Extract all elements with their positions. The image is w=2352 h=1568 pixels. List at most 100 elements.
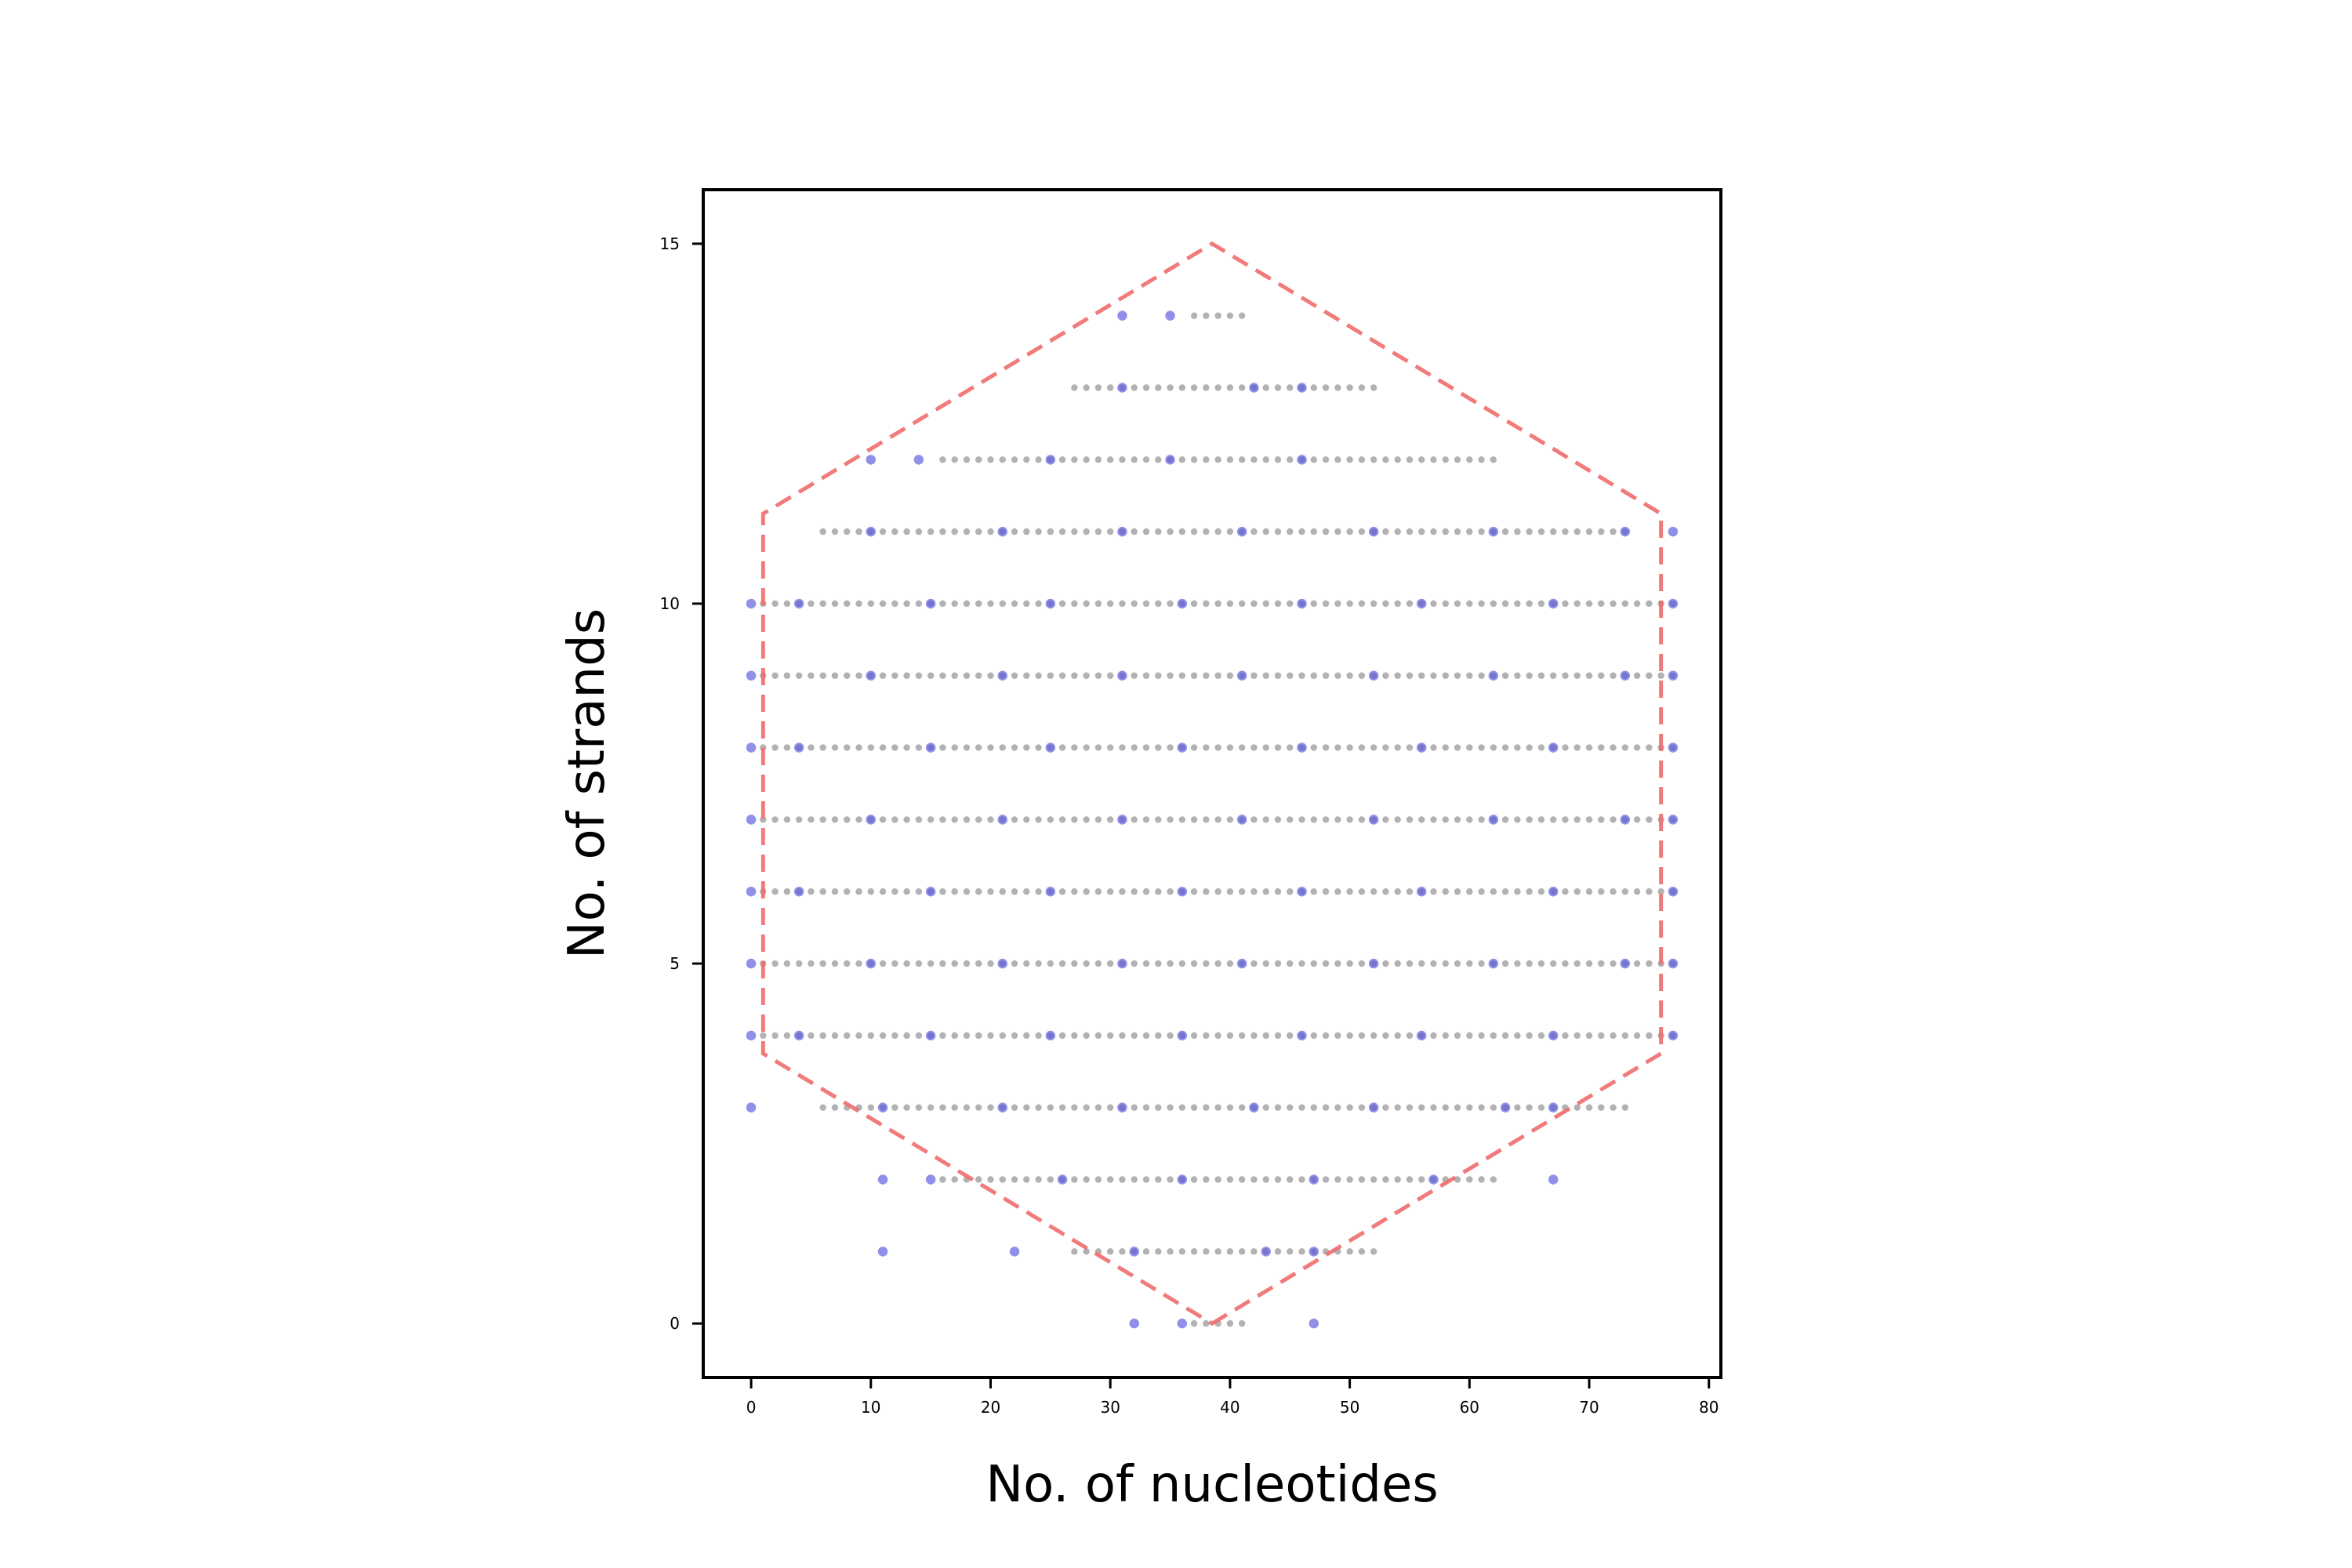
base-point bbox=[879, 1032, 887, 1040]
base-point bbox=[1107, 528, 1114, 535]
base-point bbox=[1107, 456, 1114, 463]
plot-frame bbox=[702, 188, 1722, 1379]
base-point bbox=[1083, 1032, 1090, 1040]
base-point bbox=[844, 744, 851, 751]
base-point bbox=[1322, 600, 1330, 608]
base-point bbox=[1083, 384, 1090, 391]
base-point bbox=[1478, 744, 1485, 751]
crossover-point bbox=[1236, 813, 1248, 826]
base-point bbox=[1610, 1032, 1617, 1040]
crossover-point bbox=[1236, 525, 1248, 538]
base-point bbox=[1178, 816, 1186, 823]
base-point bbox=[1071, 960, 1078, 967]
base-point bbox=[1214, 528, 1221, 535]
base-point bbox=[1537, 1032, 1545, 1040]
base-point bbox=[879, 816, 887, 823]
base-point bbox=[1203, 960, 1210, 967]
base-point bbox=[771, 888, 779, 895]
base-point bbox=[963, 528, 971, 535]
base-point bbox=[1035, 888, 1042, 895]
base-point bbox=[951, 672, 958, 679]
base-point bbox=[1071, 1248, 1078, 1255]
base-point bbox=[1298, 1104, 1305, 1111]
base-point bbox=[1466, 600, 1473, 608]
base-point bbox=[1585, 888, 1593, 895]
base-point bbox=[1035, 1176, 1042, 1183]
base-point bbox=[1621, 1104, 1629, 1111]
base-point bbox=[1262, 744, 1269, 751]
base-point bbox=[1262, 816, 1269, 823]
base-point bbox=[1023, 672, 1030, 679]
base-point bbox=[783, 960, 791, 967]
base-point bbox=[1083, 1176, 1090, 1183]
crossover-point bbox=[1295, 597, 1308, 610]
base-point bbox=[951, 744, 958, 751]
crossover-point bbox=[924, 1029, 937, 1042]
base-point bbox=[1226, 960, 1234, 967]
base-point bbox=[831, 888, 839, 895]
base-point bbox=[1203, 600, 1210, 608]
base-point bbox=[1071, 744, 1078, 751]
base-point bbox=[1334, 960, 1341, 967]
base-point bbox=[999, 1176, 1006, 1183]
crossover-point bbox=[1667, 525, 1679, 538]
base-point bbox=[903, 888, 910, 895]
base-point bbox=[1573, 672, 1581, 679]
base-point bbox=[1167, 1032, 1174, 1040]
base-point bbox=[1214, 672, 1221, 679]
base-point bbox=[975, 672, 982, 679]
base-point bbox=[1035, 528, 1042, 535]
crossover-point bbox=[1667, 670, 1679, 682]
base-point bbox=[891, 960, 898, 967]
base-point bbox=[1562, 744, 1569, 751]
base-point bbox=[1418, 456, 1425, 463]
base-point bbox=[1370, 600, 1377, 608]
base-point bbox=[783, 744, 791, 751]
base-point bbox=[1298, 672, 1305, 679]
base-point bbox=[1250, 1032, 1258, 1040]
base-point bbox=[951, 1104, 958, 1111]
base-point bbox=[1478, 672, 1485, 679]
crossover-point bbox=[1667, 957, 1679, 970]
base-point bbox=[1550, 960, 1557, 967]
crossover-point bbox=[1127, 1245, 1141, 1258]
base-point bbox=[1250, 960, 1258, 967]
crossover-point bbox=[1547, 1029, 1559, 1042]
base-point bbox=[987, 1176, 994, 1183]
base-point bbox=[1058, 960, 1066, 967]
base-point bbox=[1310, 888, 1318, 895]
base-point bbox=[1526, 528, 1533, 535]
base-point bbox=[1226, 1032, 1234, 1040]
base-point bbox=[1238, 744, 1246, 751]
base-point bbox=[1346, 456, 1353, 463]
base-point bbox=[1190, 1248, 1198, 1255]
base-point bbox=[1322, 744, 1330, 751]
base-point bbox=[1406, 744, 1414, 751]
base-point bbox=[939, 744, 946, 751]
base-point bbox=[1358, 960, 1366, 967]
base-point bbox=[1142, 1032, 1150, 1040]
base-point bbox=[1190, 384, 1198, 391]
base-point bbox=[1478, 528, 1485, 535]
base-point bbox=[951, 456, 958, 463]
crossover-point bbox=[996, 813, 1009, 826]
base-point bbox=[1322, 1032, 1330, 1040]
base-point bbox=[903, 528, 910, 535]
base-point bbox=[1035, 672, 1042, 679]
base-point bbox=[963, 816, 971, 823]
crossover-point bbox=[1247, 381, 1261, 394]
base-point bbox=[1646, 672, 1653, 679]
base-point bbox=[1107, 960, 1114, 967]
base-point bbox=[831, 600, 839, 608]
base-point bbox=[1155, 960, 1162, 967]
base-point bbox=[1155, 672, 1162, 679]
base-point bbox=[1287, 672, 1294, 679]
base-point bbox=[1334, 1104, 1341, 1111]
base-point bbox=[1430, 600, 1437, 608]
base-point bbox=[1562, 888, 1569, 895]
base-point bbox=[1585, 1104, 1593, 1111]
base-point bbox=[1418, 1176, 1425, 1183]
crossover-point bbox=[1415, 885, 1428, 898]
base-point bbox=[1346, 1032, 1353, 1040]
base-point bbox=[891, 1032, 898, 1040]
